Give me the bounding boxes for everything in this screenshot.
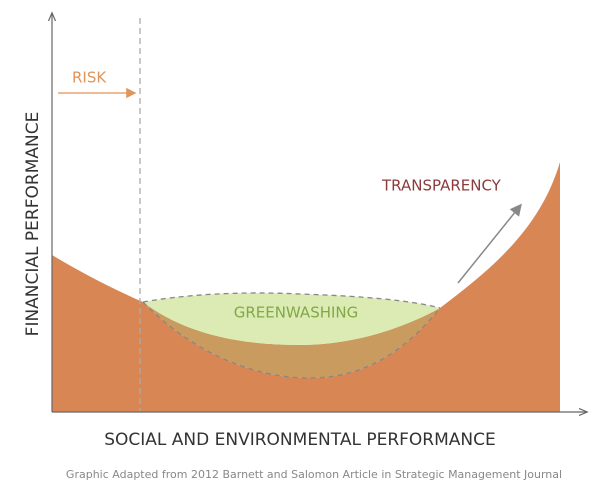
- transparency-label: TRANSPARENCY: [381, 177, 502, 195]
- performance-area: [52, 162, 560, 412]
- x-axis-label: SOCIAL AND ENVIRONMENTAL PERFORMANCE: [104, 430, 496, 450]
- dashed-curve: [142, 292, 441, 309]
- risk-label: RISK: [72, 69, 107, 87]
- y-axis-label: FINANCIAL PERFORMANCE: [23, 112, 43, 337]
- greenwashing-label: GREENWASHING: [234, 304, 359, 322]
- overlap-area: [143, 302, 440, 378]
- dashed-curve: [142, 301, 441, 379]
- caption: Graphic Adapted from 2012 Barnett and Sa…: [66, 468, 562, 481]
- greenwashing-area: [143, 292, 440, 345]
- transparency-arrow: [457, 203, 522, 284]
